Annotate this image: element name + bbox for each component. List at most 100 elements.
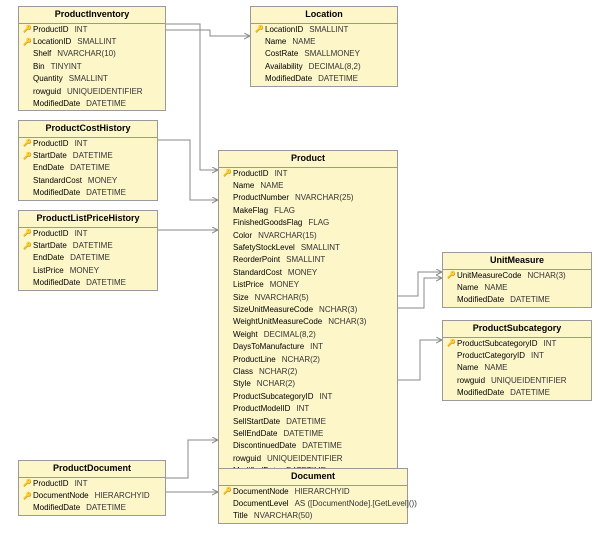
field-type: SMALLINT bbox=[301, 243, 393, 253]
field-row: TitleNVARCHAR(50) bbox=[219, 510, 407, 522]
key-icon: 🔑 bbox=[447, 339, 457, 348]
field-type: DATETIME bbox=[86, 278, 153, 288]
entity-title: ProductDocument bbox=[19, 461, 165, 478]
field-row: ModifiedDateDATETIME bbox=[19, 187, 157, 199]
field-type: MONEY bbox=[88, 176, 153, 186]
field-row: AvailabilityDECIMAL(8,2) bbox=[251, 61, 397, 73]
field-row: ModifiedDateDATETIME bbox=[19, 98, 165, 110]
field-row: SellStartDateDATETIME bbox=[219, 416, 397, 428]
field-type: SMALLINT bbox=[309, 25, 393, 35]
field-name: ModifiedDate bbox=[33, 503, 86, 513]
field-name: ModifiedDate bbox=[33, 188, 86, 198]
field-row: ModifiedDateDATETIME bbox=[443, 387, 591, 399]
field-row: 🔑ProductSubcategoryIDINT bbox=[443, 338, 591, 350]
field-name: MakeFlag bbox=[233, 206, 274, 216]
field-name: ListPrice bbox=[33, 266, 70, 276]
entity-title: ProductCostHistory bbox=[19, 121, 157, 138]
field-row: EndDateDATETIME bbox=[19, 162, 157, 174]
field-name: Size bbox=[233, 293, 255, 303]
key-icon: 🔑 bbox=[23, 139, 33, 148]
field-row: ShelfNVARCHAR(10) bbox=[19, 48, 165, 60]
field-row: WeightDECIMAL(8,2) bbox=[219, 329, 397, 341]
field-type: DATETIME bbox=[510, 388, 587, 398]
entity-title: ProductListPriceHistory bbox=[19, 211, 157, 228]
field-type: NAME bbox=[484, 283, 587, 293]
field-type: NVARCHAR(15) bbox=[258, 231, 393, 241]
field-name: SellStartDate bbox=[233, 417, 286, 427]
field-row: ModifiedDateDATETIME bbox=[251, 73, 397, 85]
key-icon: 🔑 bbox=[23, 479, 33, 488]
key-icon: 🔑 bbox=[23, 492, 33, 501]
field-name: StandardCost bbox=[233, 268, 288, 278]
field-type: NCHAR(3) bbox=[319, 305, 393, 315]
field-type: INT bbox=[75, 229, 153, 239]
field-row: NameNAME bbox=[443, 362, 591, 374]
field-row: DaysToManufactureINT bbox=[219, 341, 397, 353]
field-type: DATETIME bbox=[86, 99, 161, 109]
field-name: Bin bbox=[33, 62, 51, 72]
field-row: 🔑DocumentNodeHIERARCHYID bbox=[19, 490, 165, 502]
field-row: NameNAME bbox=[219, 180, 397, 192]
field-type: INT bbox=[544, 339, 588, 349]
field-name: ModifiedDate bbox=[33, 99, 86, 109]
entity-productCostHistory: ProductCostHistory🔑ProductIDINT🔑StartDat… bbox=[18, 120, 158, 201]
entity-productInventory: ProductInventory🔑ProductIDINT🔑LocationID… bbox=[18, 6, 166, 111]
field-row: StyleNCHAR(2) bbox=[219, 378, 397, 390]
field-name: ReorderPoint bbox=[233, 255, 286, 265]
entity-title: Document bbox=[219, 469, 407, 486]
field-row: ProductSubcategoryIDINT bbox=[219, 391, 397, 403]
entity-title: ProductInventory bbox=[19, 7, 165, 24]
field-row: ModifiedDateDATETIME bbox=[443, 294, 591, 306]
field-name: ProductSubcategoryID bbox=[457, 339, 544, 349]
field-name: WeightUnitMeasureCode bbox=[233, 317, 328, 327]
field-row: 🔑ProductIDINT bbox=[219, 168, 397, 180]
field-type: SMALLINT bbox=[69, 74, 161, 84]
field-type: INT bbox=[75, 479, 161, 489]
field-type: SMALLINT bbox=[286, 255, 393, 265]
field-row: ProductModelIDINT bbox=[219, 403, 397, 415]
field-row: SizeNVARCHAR(5) bbox=[219, 292, 397, 304]
field-type: DATETIME bbox=[302, 441, 393, 451]
field-type: NCHAR(3) bbox=[527, 271, 587, 281]
field-name: EndDate bbox=[33, 163, 70, 173]
connector bbox=[166, 24, 218, 170]
key-icon: 🔑 bbox=[23, 25, 33, 34]
field-name: LocationID bbox=[33, 37, 77, 47]
field-type: NVARCHAR(25) bbox=[295, 193, 393, 203]
field-name: LocationID bbox=[265, 25, 309, 35]
field-type: NCHAR(2) bbox=[257, 379, 393, 389]
field-type: NVARCHAR(50) bbox=[254, 511, 403, 521]
field-row: ProductCategoryIDINT bbox=[443, 350, 591, 362]
field-name: SizeUnitMeasureCode bbox=[233, 305, 319, 315]
field-type: UNIQUEIDENTIFIER bbox=[491, 376, 587, 386]
field-name: ProductNumber bbox=[233, 193, 295, 203]
field-type: INT bbox=[275, 169, 393, 179]
field-name: CostRate bbox=[265, 49, 304, 59]
field-row: NameNAME bbox=[443, 282, 591, 294]
key-icon: 🔑 bbox=[23, 242, 33, 251]
field-name: ModifiedDate bbox=[33, 278, 86, 288]
key-icon: 🔑 bbox=[23, 38, 33, 47]
field-type: NCHAR(3) bbox=[328, 317, 393, 327]
connector bbox=[398, 272, 442, 296]
field-row: StandardCostMONEY bbox=[219, 267, 397, 279]
key-icon: 🔑 bbox=[23, 229, 33, 238]
field-row: ReorderPointSMALLINT bbox=[219, 254, 397, 266]
field-row: 🔑ProductIDINT bbox=[19, 24, 165, 36]
field-type: DATETIME bbox=[283, 429, 393, 439]
field-name: DocumentLevel bbox=[233, 499, 295, 509]
field-name: Name bbox=[265, 37, 292, 47]
field-row: BinTINYINT bbox=[19, 61, 165, 73]
field-type: DATETIME bbox=[286, 417, 393, 427]
field-name: FinishedGoodsFlag bbox=[233, 218, 308, 228]
field-row: SellEndDateDATETIME bbox=[219, 428, 397, 440]
field-type: FLAG bbox=[308, 218, 393, 228]
field-row: SafetyStockLevelSMALLINT bbox=[219, 242, 397, 254]
field-row: 🔑LocationIDSMALLINT bbox=[251, 24, 397, 36]
field-row: WeightUnitMeasureCodeNCHAR(3) bbox=[219, 316, 397, 328]
field-type: HIERARCHYID bbox=[95, 491, 161, 501]
field-name: ModifiedDate bbox=[265, 74, 318, 84]
field-type: UNIQUEIDENTIFIER bbox=[267, 454, 393, 464]
field-type: SMALLMONEY bbox=[304, 49, 393, 59]
field-type: MONEY bbox=[270, 280, 393, 290]
